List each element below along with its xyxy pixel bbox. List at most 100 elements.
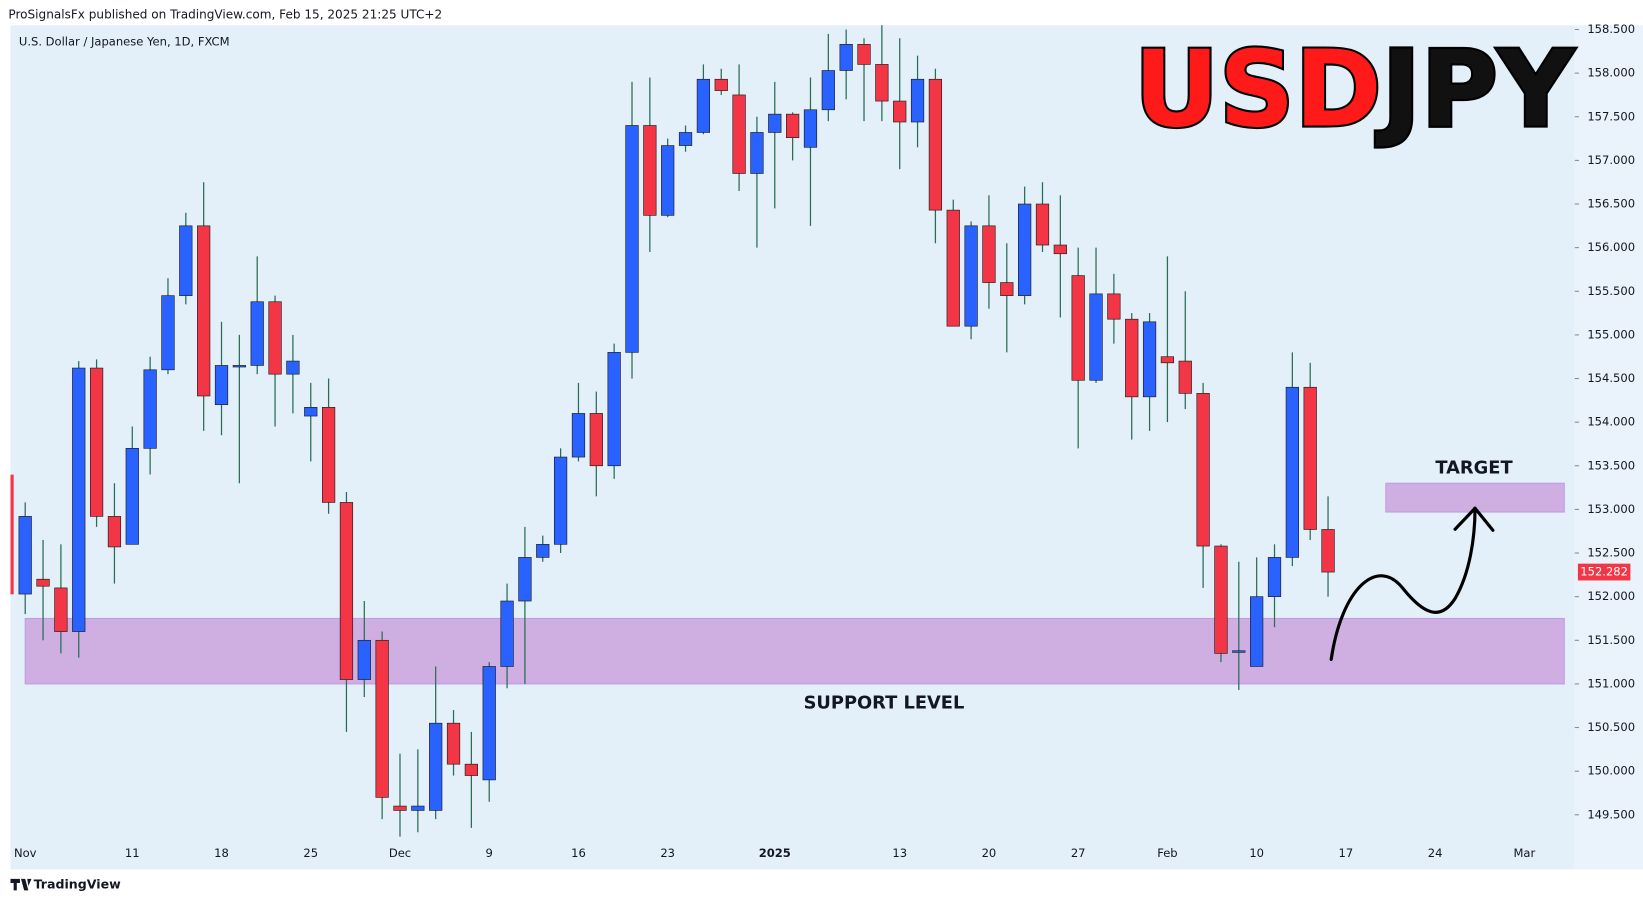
symbol-info: U.S. Dollar / Japanese Yen, 1D, FXCM bbox=[19, 35, 230, 49]
y-tick-label: 157.500 bbox=[1587, 109, 1635, 123]
x-tick-label: 20 bbox=[982, 846, 997, 860]
price-axis-background bbox=[1574, 25, 1643, 870]
candle-body bbox=[1285, 386, 1299, 558]
y-tick-label: 153.000 bbox=[1587, 502, 1635, 516]
y-tick-label: 150.500 bbox=[1587, 720, 1635, 734]
candle-body bbox=[89, 367, 104, 517]
x-tick-label: Mar bbox=[1513, 846, 1535, 860]
candle-body bbox=[179, 225, 193, 296]
partial-candle bbox=[10, 474, 14, 595]
y-tick-label: 155.000 bbox=[1587, 327, 1635, 341]
candle-body bbox=[625, 125, 639, 353]
x-tick-label: 13 bbox=[892, 846, 907, 860]
candle-body bbox=[1250, 596, 1264, 667]
candle-body bbox=[36, 578, 50, 587]
candle-body bbox=[482, 666, 496, 781]
x-tick-label: 2025 bbox=[759, 846, 791, 860]
candle-body bbox=[875, 64, 889, 102]
zone-label: SUPPORT LEVEL bbox=[804, 693, 965, 714]
last-price-label: 152.282 bbox=[1580, 565, 1628, 579]
candle-body bbox=[107, 516, 122, 548]
candle-body bbox=[250, 301, 264, 366]
candle-body bbox=[696, 78, 711, 133]
candle-body bbox=[1018, 203, 1032, 296]
candle-body bbox=[786, 113, 800, 139]
candle-body bbox=[803, 109, 818, 148]
candle-body bbox=[197, 225, 211, 397]
candle-body bbox=[518, 557, 532, 602]
y-tick-label: 153.500 bbox=[1587, 458, 1635, 472]
x-tick-label: 25 bbox=[303, 846, 318, 860]
candle-body bbox=[1125, 318, 1139, 398]
x-tick-label: 9 bbox=[486, 846, 493, 860]
candle-body bbox=[982, 225, 996, 283]
x-tick-label: Nov bbox=[14, 846, 37, 860]
chart-title: USDJPY bbox=[1134, 29, 1576, 151]
candle-body bbox=[446, 722, 461, 765]
candle-body bbox=[732, 94, 746, 174]
candle-body bbox=[268, 301, 282, 375]
arrow-head bbox=[1453, 506, 1495, 532]
title-part: USD bbox=[1134, 29, 1382, 151]
zone bbox=[24, 617, 1565, 685]
y-tick-label: 156.000 bbox=[1587, 240, 1635, 254]
y-tick-label: 155.500 bbox=[1587, 284, 1635, 298]
candle-body bbox=[1178, 360, 1192, 394]
candle-body bbox=[1071, 275, 1085, 381]
candle-body bbox=[1160, 356, 1175, 364]
x-tick-label: 11 bbox=[125, 846, 140, 860]
candle-body bbox=[1321, 529, 1335, 573]
candle-body bbox=[72, 367, 86, 632]
candle-body bbox=[607, 352, 621, 467]
x-tick-label: 18 bbox=[214, 846, 229, 860]
candle-body bbox=[893, 100, 907, 123]
candle-body bbox=[393, 805, 407, 811]
candle-body bbox=[1196, 393, 1210, 547]
candle-body bbox=[1303, 386, 1317, 530]
x-tick-label: 16 bbox=[571, 846, 586, 860]
x-tick-label: Dec bbox=[389, 846, 411, 860]
candle-body bbox=[964, 225, 978, 327]
candle-body bbox=[1107, 293, 1121, 320]
candle-body bbox=[928, 78, 943, 211]
candle-body bbox=[339, 502, 354, 680]
candle-body bbox=[1035, 203, 1050, 246]
last-price-tag bbox=[1577, 563, 1631, 581]
y-tick-label: 150.000 bbox=[1587, 764, 1635, 778]
candle-body bbox=[589, 413, 603, 467]
candle-body bbox=[714, 78, 728, 91]
candle-body bbox=[375, 639, 389, 798]
title-part: JPY bbox=[1376, 29, 1576, 151]
candle-body bbox=[161, 295, 175, 371]
x-tick-label: 17 bbox=[1339, 846, 1354, 860]
candle-body bbox=[661, 145, 675, 216]
candle-body bbox=[1089, 293, 1103, 381]
candle-body bbox=[1267, 557, 1282, 597]
candle-body bbox=[910, 78, 925, 123]
candle-body bbox=[429, 722, 443, 811]
y-tick-label: 152.000 bbox=[1587, 589, 1635, 603]
x-tick-label: 23 bbox=[660, 846, 675, 860]
candle-body bbox=[54, 587, 68, 632]
candle-body bbox=[18, 516, 32, 595]
candle-body bbox=[768, 113, 782, 133]
y-tick-label: 152.500 bbox=[1587, 546, 1635, 560]
candle-body bbox=[1053, 244, 1067, 255]
candle-body bbox=[554, 456, 568, 545]
candle-body bbox=[321, 407, 336, 503]
y-tick-label: 157.000 bbox=[1587, 153, 1635, 167]
marks bbox=[18, 25, 1565, 837]
y-tick-label: 158.500 bbox=[1587, 22, 1635, 36]
candle-body bbox=[821, 70, 835, 111]
y-tick-label: 151.500 bbox=[1587, 633, 1635, 647]
zone-label: TARGET bbox=[1435, 457, 1513, 478]
candle-body bbox=[143, 369, 157, 449]
tradingview-logo bbox=[10, 878, 32, 891]
candle-body bbox=[464, 763, 478, 776]
candle-body bbox=[357, 639, 371, 680]
candle-body bbox=[1214, 545, 1228, 654]
candle-body bbox=[125, 448, 139, 545]
candle-body bbox=[643, 125, 657, 216]
projection-arrow bbox=[1329, 506, 1477, 661]
